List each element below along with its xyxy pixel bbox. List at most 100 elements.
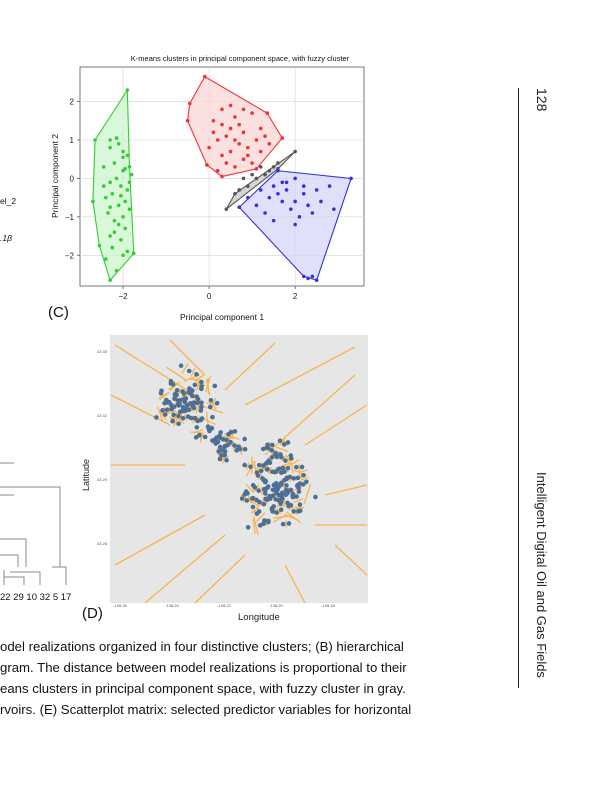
hull-vertex bbox=[280, 136, 285, 140]
data-point bbox=[125, 188, 130, 192]
caption-line: eans clusters in principal component spa… bbox=[0, 681, 406, 696]
cell-edge bbox=[288, 459, 300, 467]
well-point bbox=[285, 465, 291, 471]
cell-edge bbox=[206, 402, 215, 405]
well-point bbox=[198, 408, 204, 413]
cell-edge bbox=[285, 511, 302, 524]
data-point bbox=[211, 130, 216, 135]
cell-edge bbox=[286, 455, 291, 464]
well-point bbox=[274, 510, 280, 515]
well-point bbox=[180, 415, 186, 421]
panel-d-voronoi-map: -108.26 -108.24 -108.22 -108.20 -108.18 43.3… bbox=[81, 335, 368, 608]
cell-edge bbox=[247, 495, 252, 504]
data-point bbox=[112, 161, 117, 165]
well-point bbox=[278, 507, 284, 512]
data-point bbox=[241, 176, 246, 181]
well-point bbox=[280, 465, 286, 471]
data-point bbox=[280, 199, 285, 204]
well-point bbox=[245, 525, 251, 530]
well-point bbox=[199, 384, 204, 389]
well-point bbox=[291, 509, 297, 514]
cell-edge bbox=[174, 412, 178, 419]
cell-edge bbox=[254, 486, 260, 492]
well-point bbox=[170, 382, 176, 387]
cell-edge bbox=[334, 544, 368, 576]
well-point bbox=[284, 491, 290, 496]
data-point bbox=[301, 184, 306, 188]
data-point bbox=[284, 188, 289, 192]
data-point bbox=[121, 253, 125, 258]
data-point bbox=[293, 222, 297, 227]
panel-c-cluster-plot: K-means clusters in principal component … bbox=[50, 54, 365, 322]
well-point bbox=[276, 466, 282, 472]
well-point bbox=[232, 429, 238, 434]
well-point bbox=[278, 499, 284, 505]
well-point bbox=[270, 442, 275, 448]
well-point bbox=[243, 489, 249, 494]
cell-edge bbox=[114, 344, 196, 396]
data-point bbox=[108, 205, 112, 210]
cell-edge bbox=[189, 378, 203, 382]
cell-edge bbox=[184, 390, 188, 397]
data-point bbox=[211, 118, 216, 123]
data-point bbox=[116, 142, 121, 146]
well-point bbox=[272, 482, 278, 488]
data-point bbox=[116, 203, 121, 208]
data-point bbox=[228, 126, 233, 131]
cell-edge bbox=[293, 497, 304, 504]
page-number: 128 bbox=[534, 88, 550, 112]
data-point bbox=[215, 168, 220, 173]
well-point bbox=[222, 452, 228, 458]
well-point bbox=[271, 487, 277, 493]
well-point bbox=[208, 397, 214, 403]
well-point bbox=[242, 436, 247, 442]
well-point bbox=[224, 457, 229, 463]
data-point bbox=[237, 142, 242, 146]
data-point bbox=[220, 107, 224, 112]
data-point bbox=[246, 195, 250, 200]
data-point bbox=[125, 153, 130, 158]
data-point bbox=[224, 134, 229, 138]
cell-edge bbox=[283, 498, 286, 507]
cell-edge bbox=[158, 391, 170, 399]
well-point bbox=[164, 399, 170, 405]
well-point bbox=[194, 425, 200, 430]
data-point bbox=[289, 207, 293, 211]
well-point bbox=[180, 408, 185, 414]
cell-edge bbox=[253, 516, 259, 535]
data-point bbox=[258, 149, 263, 154]
y-tick-label: 2 bbox=[70, 98, 75, 107]
well-point bbox=[260, 476, 265, 481]
well-point bbox=[183, 406, 189, 412]
well-point bbox=[267, 460, 273, 465]
cell-edge bbox=[196, 381, 200, 390]
latitude-tick-label: 43.29 bbox=[97, 477, 108, 482]
cell-edge bbox=[205, 379, 211, 396]
data-point bbox=[101, 165, 106, 169]
data-point bbox=[228, 103, 233, 108]
cell-edge bbox=[114, 514, 206, 566]
well-point bbox=[296, 508, 301, 514]
well-point bbox=[304, 479, 309, 485]
data-point bbox=[293, 199, 297, 204]
data-point bbox=[220, 122, 224, 127]
well-point bbox=[261, 501, 267, 507]
cell-edge bbox=[250, 507, 260, 514]
data-point bbox=[121, 155, 125, 160]
cell-edge bbox=[190, 368, 196, 378]
well-point bbox=[296, 489, 302, 494]
cell-edge bbox=[205, 411, 209, 425]
data-point bbox=[112, 230, 117, 235]
well-point bbox=[169, 406, 175, 412]
data-point bbox=[233, 138, 237, 142]
well-point bbox=[280, 521, 286, 527]
longitude-tick-label: -108.18 bbox=[321, 603, 335, 608]
cell-edge bbox=[168, 406, 171, 413]
data-point bbox=[110, 245, 115, 250]
well-point bbox=[264, 445, 270, 450]
well-point bbox=[269, 505, 275, 511]
data-point bbox=[310, 274, 315, 279]
well-point bbox=[183, 396, 189, 401]
well-point bbox=[172, 392, 178, 397]
longitude-tick-label: -108.20 bbox=[269, 603, 283, 608]
